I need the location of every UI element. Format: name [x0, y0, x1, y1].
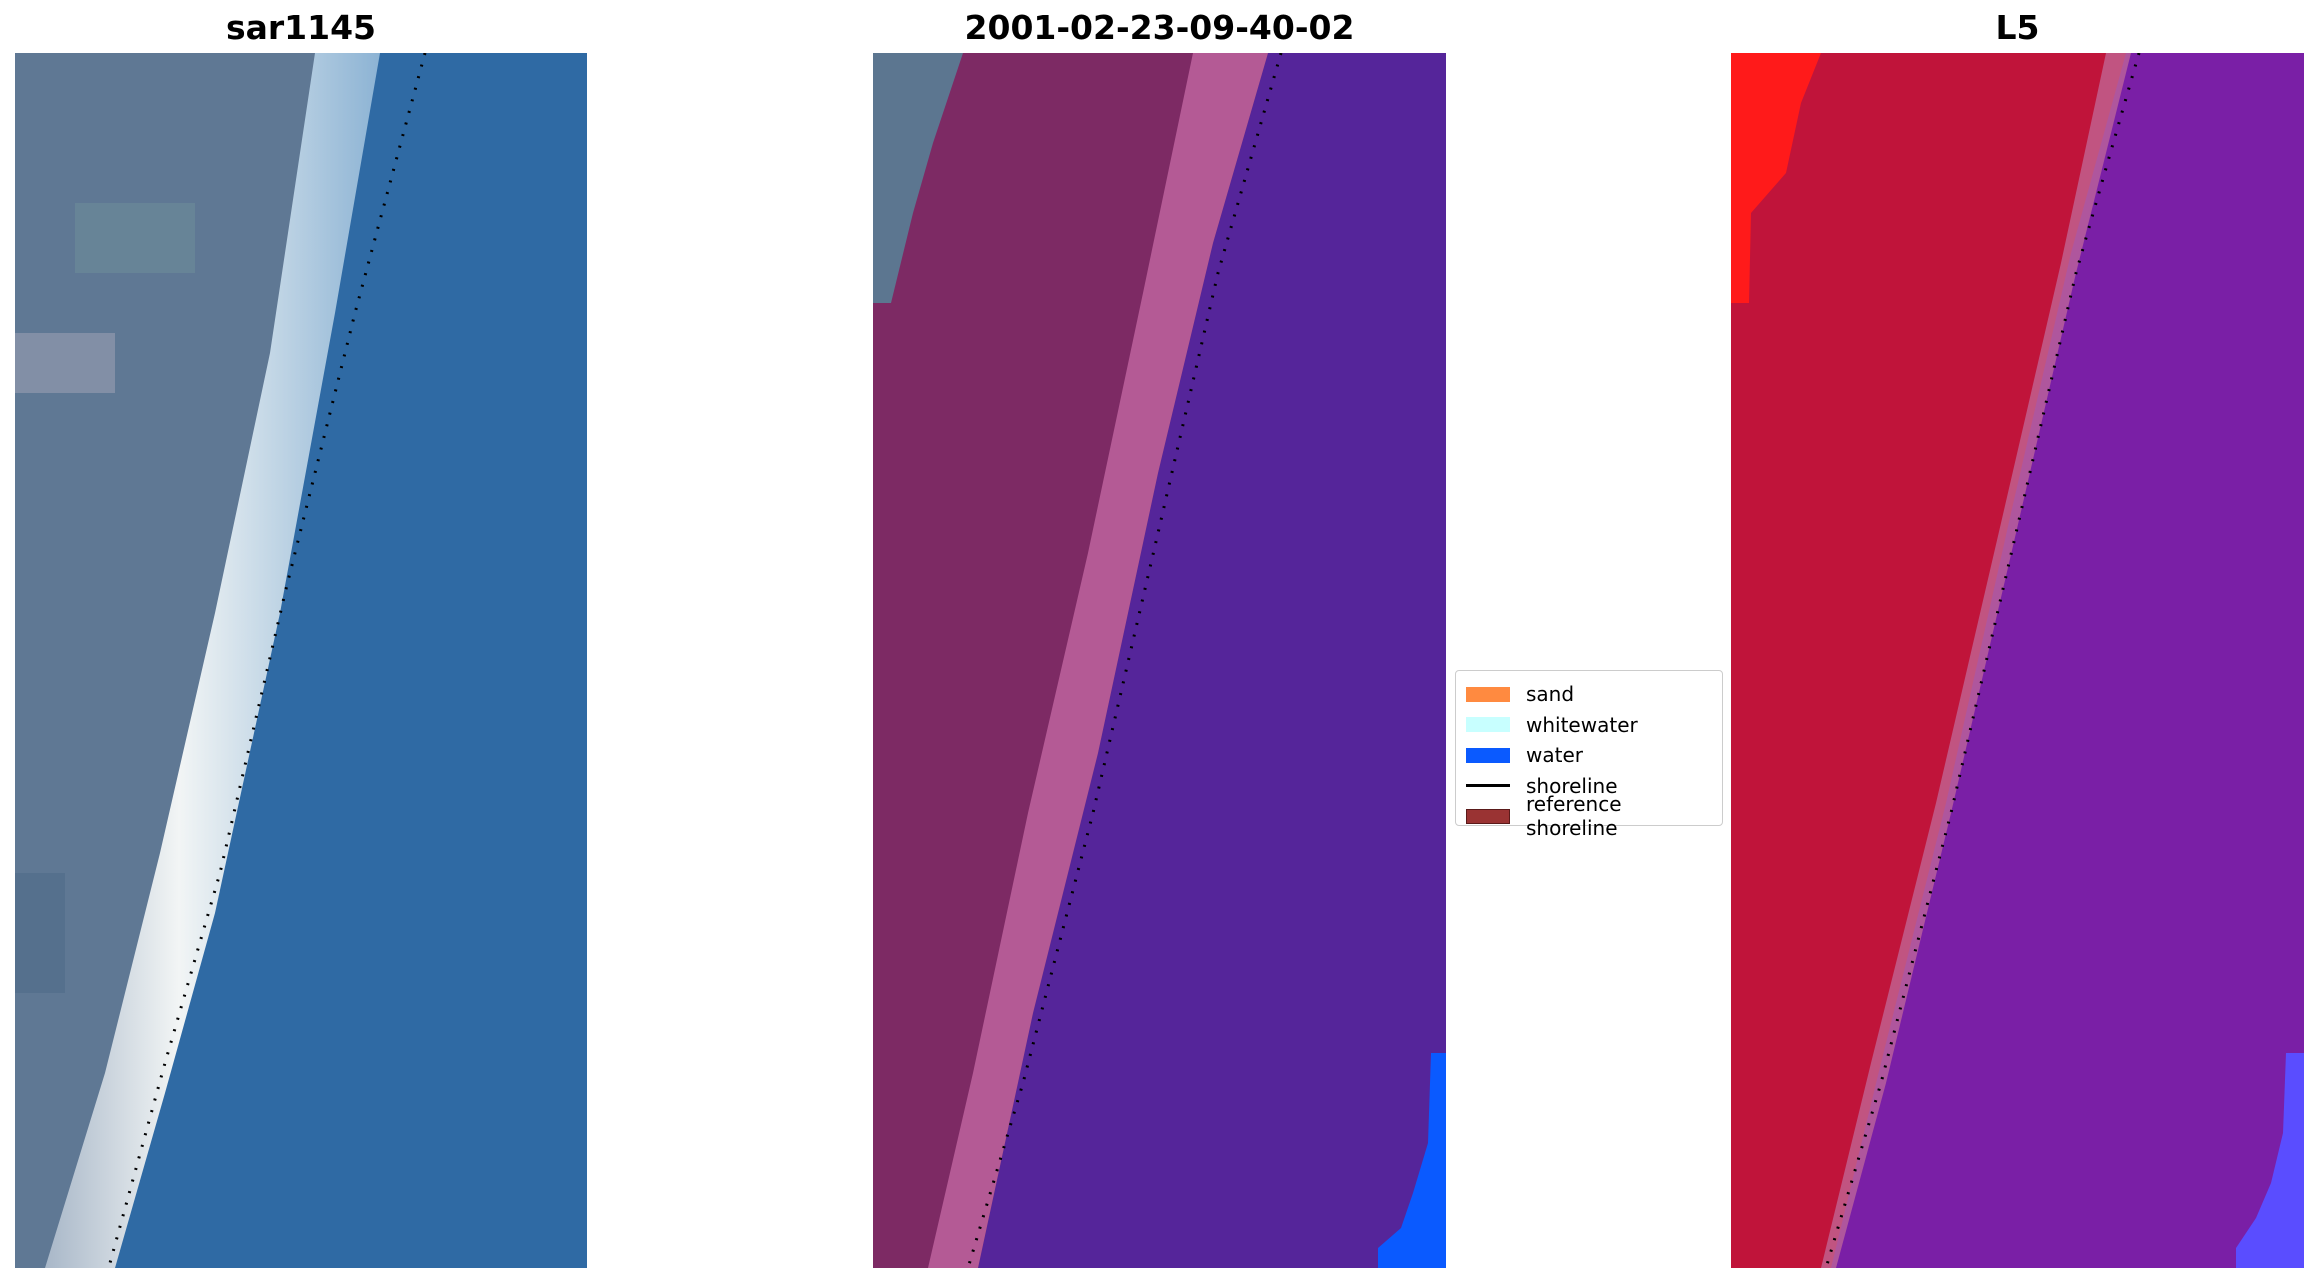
legend-label: sand	[1526, 682, 1575, 707]
class-beach-area	[928, 53, 1268, 1268]
legend-item-whitewater: whitewater	[1466, 710, 1712, 741]
classification-panel	[873, 53, 1446, 1268]
legend-label: water	[1526, 743, 1583, 768]
legend: sand whitewater water shoreline referenc…	[1455, 670, 1723, 840]
legend-item-water: water	[1466, 740, 1712, 771]
legend-label: whitewater	[1526, 712, 1638, 737]
panel-title-classification: 2001-02-23-09-40-02	[964, 8, 1355, 47]
water-swatch	[1466, 747, 1510, 763]
sand-swatch	[1466, 686, 1510, 702]
legend-label: shoreline	[1526, 773, 1618, 798]
legend-item-reference-shoreline: reference shoreline	[1466, 792, 1712, 840]
class-water-blue-area	[1378, 1053, 1446, 1268]
legend-label: reference shoreline	[1526, 792, 1622, 841]
mndwi-shore-band	[1821, 53, 2131, 1268]
whitewater-swatch	[1466, 717, 1510, 733]
rgb-image-panel	[15, 53, 587, 1268]
legend-item-shoreline: shoreline	[1466, 771, 1712, 802]
shoreline-swatch	[1466, 784, 1510, 788]
mndwi-image	[1731, 53, 2304, 1268]
reference-shoreline-swatch	[1466, 808, 1510, 824]
panel-title-rgb: sar1145	[225, 8, 377, 47]
class-grey-corner	[873, 53, 963, 303]
classification-image	[873, 53, 1446, 1268]
mndwi-panel	[1731, 53, 2304, 1268]
mndwi-water-blue-area	[2236, 1053, 2304, 1268]
panel-title-mndwi: L5	[1995, 8, 2040, 47]
rgb-image	[15, 53, 587, 1268]
rgb-beach-area	[45, 53, 380, 1268]
mndwi-land-area	[1731, 53, 2126, 1268]
mndwi-bright-corner	[1731, 53, 1821, 303]
legend-item-sand: sand	[1466, 679, 1712, 710]
